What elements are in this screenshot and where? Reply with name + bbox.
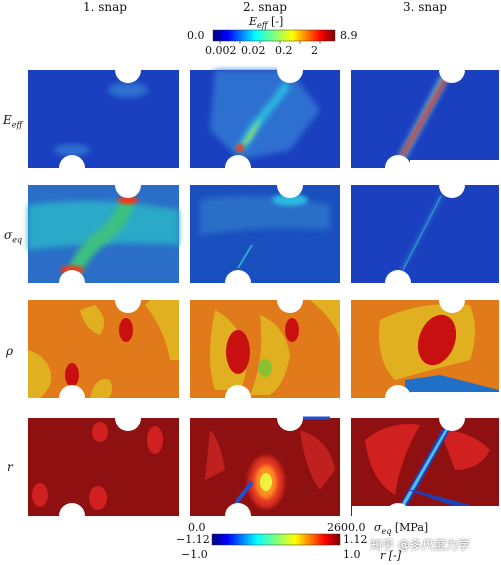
top-colorbar-min: 0.0 bbox=[187, 29, 205, 42]
top-colorbar-tick-3: 0.2 bbox=[275, 44, 293, 57]
column-title-1: 1. snap bbox=[83, 0, 127, 14]
column-title-2: 2. snap bbox=[243, 0, 287, 14]
top-colorbar-gradient bbox=[212, 29, 336, 42]
panel-rho-1 bbox=[28, 300, 179, 398]
panel-rho-2 bbox=[190, 300, 340, 398]
row-label-rho: ρ bbox=[6, 344, 14, 358]
bottom-colorbar-label-seq: σeq [MPa] bbox=[374, 521, 429, 537]
panel-eeff-1 bbox=[28, 70, 179, 168]
panel-seq-3 bbox=[351, 185, 499, 283]
panel-rho-3 bbox=[351, 300, 500, 400]
row-label-eeff: Eeff bbox=[3, 113, 23, 130]
column-title-3: 3. snap bbox=[403, 0, 447, 14]
row-label-r: r bbox=[7, 460, 13, 474]
top-colorbar-tick-1: 0.002 bbox=[205, 44, 237, 57]
panel-notches bbox=[59, 57, 465, 529]
bottom-colorbar-right-top: 2600.0 bbox=[327, 521, 366, 534]
panel-seq-2 bbox=[190, 185, 340, 283]
top-colorbar-title: Eeff [-] bbox=[249, 15, 284, 31]
top-colorbar-ticks bbox=[219, 41, 321, 44]
bottom-colorbar-left-bot: −1.0 bbox=[181, 548, 208, 561]
panel-eeff-3 bbox=[351, 70, 500, 170]
top-colorbar-tick-2: 0.02 bbox=[241, 44, 266, 57]
top-colorbar bbox=[212, 29, 336, 44]
bottom-colorbar-gradient bbox=[211, 533, 341, 546]
bottom-colorbar-right-mid: 1.12 bbox=[343, 533, 368, 546]
panel-r-1 bbox=[28, 418, 179, 516]
panel-r-2 bbox=[190, 416, 340, 516]
bottom-colorbar-right-bot: 1.0 bbox=[343, 548, 361, 561]
panel-seq-1 bbox=[28, 185, 179, 283]
panel-r-3 bbox=[351, 418, 500, 516]
row-label-seq: σeq bbox=[4, 228, 23, 245]
bottom-colorbar-label-r: r [-] bbox=[380, 549, 402, 562]
bottom-colorbar-left-mid: −1.12 bbox=[176, 533, 210, 546]
top-colorbar-max: 8.9 bbox=[340, 29, 358, 42]
top-colorbar-tick-4: 2 bbox=[311, 44, 318, 57]
panel-eeff-2 bbox=[190, 70, 340, 168]
bottom-colorbar-left-top: 0.0 bbox=[188, 521, 206, 534]
bottom-colorbar bbox=[211, 533, 341, 546]
watermark: 知乎 @多尺度力学 bbox=[370, 538, 470, 552]
